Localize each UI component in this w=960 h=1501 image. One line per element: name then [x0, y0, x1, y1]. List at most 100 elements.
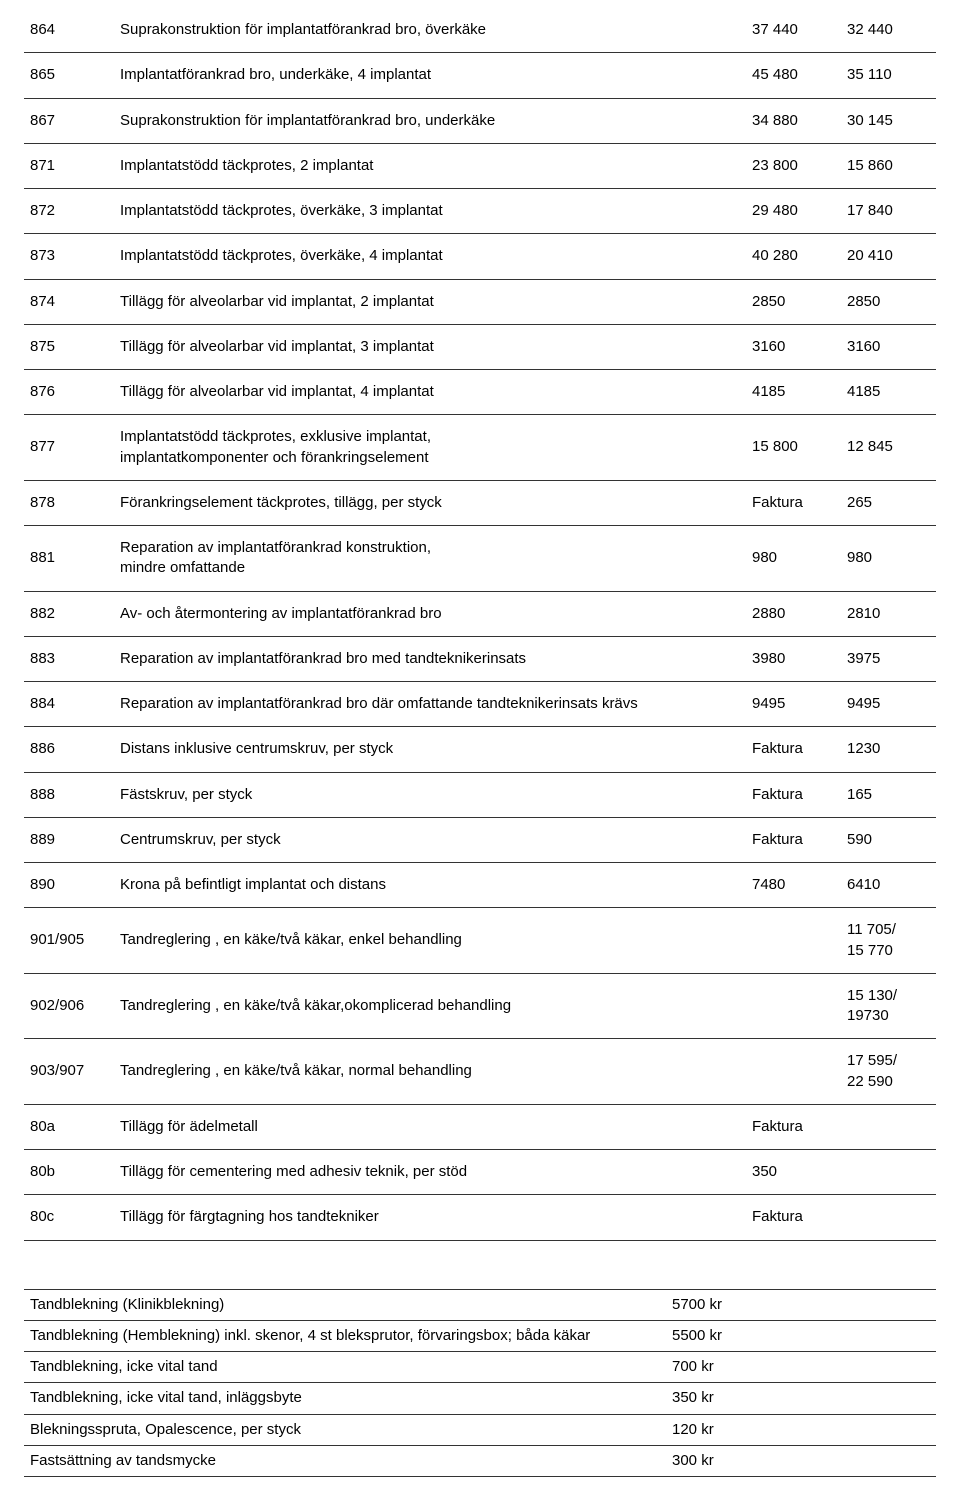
code-cell: 874	[24, 279, 114, 324]
sub-price-table: Tandblekning (Klinikblekning)5700 krTand…	[24, 1289, 936, 1478]
price1-cell	[746, 908, 841, 974]
empty-cell	[846, 1445, 936, 1476]
price2-cell: 32 440	[841, 8, 936, 53]
description-cell: Tandblekning (Klinikblekning)	[24, 1289, 666, 1320]
price2-cell: 980	[841, 526, 936, 592]
price1-cell: 4185	[746, 370, 841, 415]
table-row: 901/905Tandreglering , en käke/två käkar…	[24, 908, 936, 974]
empty-cell	[846, 1320, 936, 1351]
table-row: 875Tillägg för alveolarbar vid implantat…	[24, 324, 936, 369]
table-row: 873Implantatstödd täckprotes, överkäke, …	[24, 234, 936, 279]
description-cell: Suprakonstruktion för implantatförankrad…	[114, 98, 746, 143]
description-cell: Förankringselement täckprotes, tillägg, …	[114, 480, 746, 525]
code-cell: 882	[24, 591, 114, 636]
table-row: 872Implantatstödd täckprotes, överkäke, …	[24, 189, 936, 234]
price1-cell: 7480	[746, 863, 841, 908]
code-cell: 871	[24, 143, 114, 188]
code-cell: 864	[24, 8, 114, 53]
description-cell: Tandreglering , en käke/två käkar,okompl…	[114, 973, 746, 1039]
price1-cell: 23 800	[746, 143, 841, 188]
table-row: Tandblekning (Hemblekning) inkl. skenor,…	[24, 1320, 936, 1351]
price2-cell: 15 860	[841, 143, 936, 188]
table-row: 877Implantatstödd täckprotes, exklusive …	[24, 415, 936, 481]
table-row: 890Krona på befintligt implantat och dis…	[24, 863, 936, 908]
description-cell: Fastsättning av tandsmycke	[24, 1445, 666, 1476]
price2-cell: 12 845	[841, 415, 936, 481]
description-cell: Tillägg för färgtagning hos tandtekniker	[114, 1195, 746, 1240]
price2-cell: 1230	[841, 727, 936, 772]
price2-cell: 35 110	[841, 53, 936, 98]
empty-cell	[846, 1289, 936, 1320]
price2-cell: 590	[841, 817, 936, 862]
table-row: 80cTillägg för färgtagning hos tandtekni…	[24, 1195, 936, 1240]
description-cell: Tillägg för ädelmetall	[114, 1104, 746, 1149]
description-cell: Tillägg för alveolarbar vid implantat, 3…	[114, 324, 746, 369]
table-row: Tandblekning, icke vital tand, inläggsby…	[24, 1383, 936, 1414]
description-cell: Tandreglering , en käke/två käkar, norma…	[114, 1039, 746, 1105]
description-cell: Blekningsspruta, Opalescence, per styck	[24, 1414, 666, 1445]
price1-cell: Faktura	[746, 480, 841, 525]
code-cell: 903/907	[24, 1039, 114, 1105]
table-row: Blekningsspruta, Opalescence, per styck1…	[24, 1414, 936, 1445]
price2-cell: 15 130/19730	[841, 973, 936, 1039]
price2-cell: 6410	[841, 863, 936, 908]
table-row: Fastsättning av tandsmycke300 kr	[24, 1445, 936, 1476]
price1-cell: Faktura	[746, 1195, 841, 1240]
description-cell: Reparation av implantatförankrad bro med…	[114, 636, 746, 681]
price1-cell: 37 440	[746, 8, 841, 53]
table-row: 888Fästskruv, per styckFaktura165	[24, 772, 936, 817]
price2-cell	[841, 1195, 936, 1240]
description-cell: Implantatförankrad bro, underkäke, 4 imp…	[114, 53, 746, 98]
table-row: 881Reparation av implantatförankrad kons…	[24, 526, 936, 592]
description-cell: Implantatstödd täckprotes, exklusive imp…	[114, 415, 746, 481]
price1-cell: 29 480	[746, 189, 841, 234]
description-cell: Distans inklusive centrumskruv, per styc…	[114, 727, 746, 772]
code-cell: 867	[24, 98, 114, 143]
description-cell: Tillägg för alveolarbar vid implantat, 4…	[114, 370, 746, 415]
main-price-table: 864Suprakonstruktion för implantatförank…	[24, 8, 936, 1241]
price2-cell: 11 705/15 770	[841, 908, 936, 974]
price2-cell: 20 410	[841, 234, 936, 279]
empty-cell	[846, 1414, 936, 1445]
code-cell: 878	[24, 480, 114, 525]
code-cell: 888	[24, 772, 114, 817]
price1-cell: 2880	[746, 591, 841, 636]
table-row: Tandblekning, icke vital tand700 kr	[24, 1352, 936, 1383]
code-cell: 884	[24, 682, 114, 727]
code-cell: 80c	[24, 1195, 114, 1240]
empty-cell	[846, 1352, 936, 1383]
description-cell: Tillägg för cementering med adhesiv tekn…	[114, 1150, 746, 1195]
table-gap	[24, 1241, 936, 1289]
description-cell: Tandblekning, icke vital tand, inläggsby…	[24, 1383, 666, 1414]
description-cell: Av- och återmontering av implantatförank…	[114, 591, 746, 636]
description-cell: Suprakonstruktion för implantatförankrad…	[114, 8, 746, 53]
description-cell: Tandblekning (Hemblekning) inkl. skenor,…	[24, 1320, 666, 1351]
description-cell: Reparation av implantatförankrad bro där…	[114, 682, 746, 727]
table-row: 876Tillägg för alveolarbar vid implantat…	[24, 370, 936, 415]
price2-cell: 165	[841, 772, 936, 817]
price1-cell: 350	[746, 1150, 841, 1195]
price1-cell: 9495	[746, 682, 841, 727]
code-cell: 901/905	[24, 908, 114, 974]
description-cell: Fästskruv, per styck	[114, 772, 746, 817]
code-cell: 873	[24, 234, 114, 279]
price2-cell: 17 595/22 590	[841, 1039, 936, 1105]
price2-cell: 4185	[841, 370, 936, 415]
code-cell: 865	[24, 53, 114, 98]
code-cell: 80b	[24, 1150, 114, 1195]
code-cell: 875	[24, 324, 114, 369]
table-row: 884Reparation av implantatförankrad bro …	[24, 682, 936, 727]
price2-cell: 30 145	[841, 98, 936, 143]
table-row: 80aTillägg för ädelmetallFaktura	[24, 1104, 936, 1149]
price2-cell	[841, 1104, 936, 1149]
price-list-page: 864Suprakonstruktion för implantatförank…	[0, 0, 960, 1501]
code-cell: 883	[24, 636, 114, 681]
price1-cell: 3980	[746, 636, 841, 681]
price1-cell: 980	[746, 526, 841, 592]
description-cell: Krona på befintligt implantat och distan…	[114, 863, 746, 908]
description-cell: Tandreglering , en käke/två käkar, enkel…	[114, 908, 746, 974]
table-row: 865Implantatförankrad bro, underkäke, 4 …	[24, 53, 936, 98]
table-row: 889Centrumskruv, per styckFaktura590	[24, 817, 936, 862]
price1-cell	[746, 1039, 841, 1105]
description-cell: Implantatstödd täckprotes, 2 implantat	[114, 143, 746, 188]
